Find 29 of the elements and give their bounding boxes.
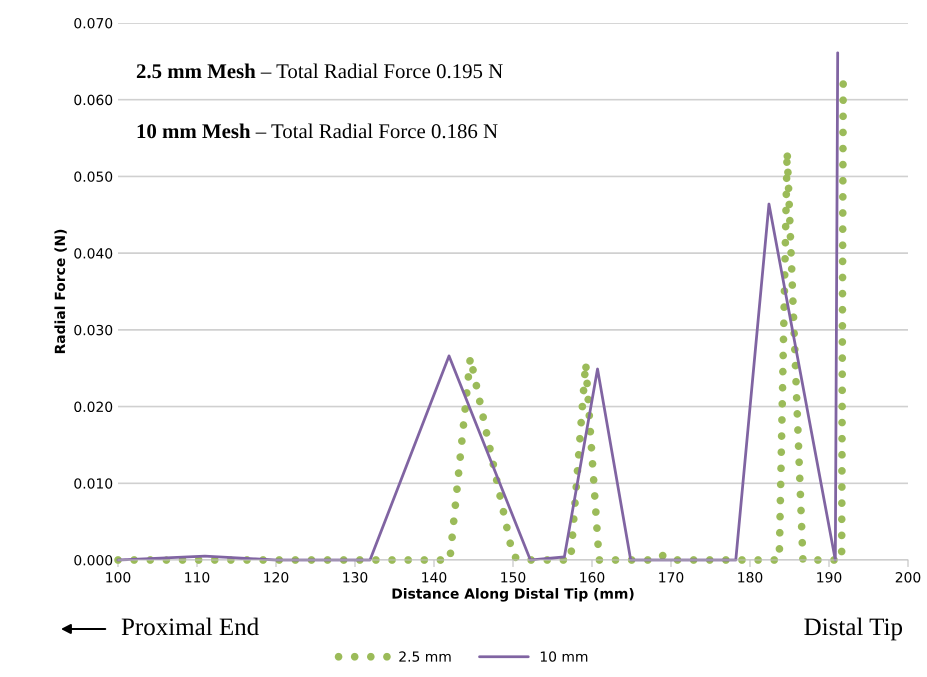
annotation: – Total Radial Force 0.195 N (260, 64, 503, 78)
x-tick-label: 190 (817, 572, 842, 583)
y-tick-label: 0.040 (74, 248, 112, 259)
x-axis-title: Distance Along Distal Tip (mm) (392, 588, 634, 602)
x-tick-label: 140 (422, 572, 446, 583)
annotation: 10 mm Mesh (138, 124, 250, 138)
y-tick-label: 0.070 (74, 18, 112, 28)
annotation: – Total Radial Force 0.186 N (256, 124, 498, 138)
y-tick-label: 0.060 (74, 94, 112, 106)
x-tick-label: 200 (896, 572, 920, 583)
y-tick-label: 0.030 (74, 324, 112, 336)
y-tick-label: 0.000 (74, 554, 112, 566)
x-tick-label: 160 (580, 572, 604, 583)
legend-label: 10 mm (540, 651, 588, 662)
x-tick-label: 130 (343, 572, 368, 583)
annotation: 2.5 mm Mesh (136, 64, 256, 78)
y-tick-label: 0.010 (74, 478, 112, 489)
y-tick-label: 0.020 (74, 402, 112, 412)
legend-label: 2.5 mm (399, 651, 451, 662)
y-axis-title: Radial Force (N) (54, 230, 67, 354)
x-tick-label: 180 (738, 572, 762, 583)
x-tick-label: 110 (185, 572, 210, 583)
x-tick-label: 170 (659, 572, 684, 583)
x-tick-label: 120 (264, 572, 288, 583)
x-tick-label: 100 (106, 572, 130, 583)
y-tick-label: 0.050 (74, 171, 112, 182)
text: Distal Tip (804, 618, 902, 640)
x-tick-label: 150 (501, 572, 526, 583)
text: Proximal End (122, 618, 259, 636)
